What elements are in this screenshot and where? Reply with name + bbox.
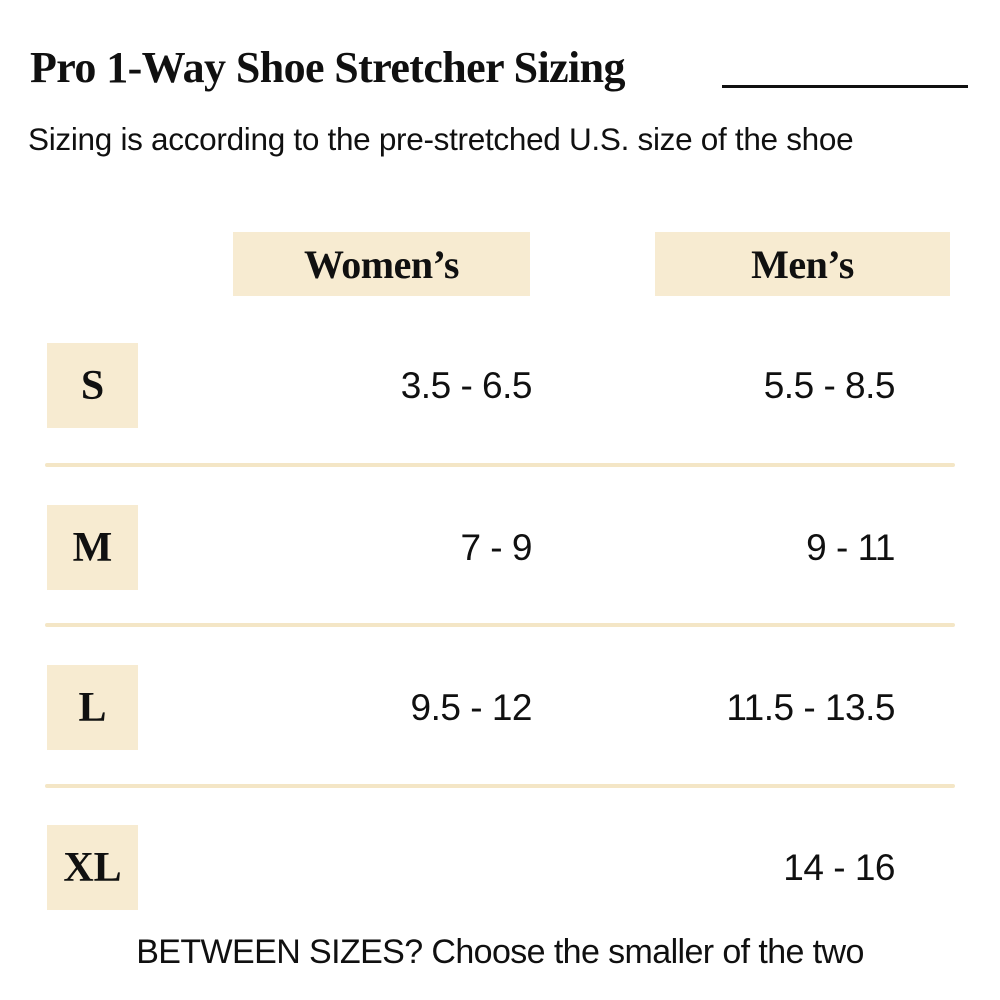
- mens-range-xl: 14 - 16: [783, 846, 895, 888]
- page-subtitle: Sizing is according to the pre-stretched…: [28, 121, 854, 157]
- page-title: Pro 1-Way Shoe Stretcher Sizing: [30, 43, 626, 92]
- womens-range-l: 9.5 - 12: [410, 686, 533, 728]
- row-divider: [45, 784, 955, 788]
- womens-range-s: 3.5 - 6.5: [400, 364, 533, 406]
- title-rule: [722, 85, 968, 88]
- womens-range-m: 7 - 9: [460, 526, 532, 568]
- table-row-s: S 3.5 - 6.5 5.5 - 8.5: [0, 343, 1000, 428]
- size-label-s: S: [47, 343, 138, 428]
- mens-range-s: 5.5 - 8.5: [763, 364, 896, 406]
- size-label-l: L: [47, 665, 138, 750]
- row-divider: [45, 463, 955, 467]
- mens-range-m: 9 - 11: [806, 526, 895, 568]
- table-row-l: L 9.5 - 12 11.5 - 13.5: [0, 665, 1000, 750]
- footer-note: BETWEEN SIZES? Choose the smaller of the…: [136, 933, 864, 971]
- table-row-xl: XL 14 - 16: [0, 825, 1000, 910]
- column-header-mens: Men’s: [655, 232, 950, 296]
- column-header-womens: Women’s: [233, 232, 530, 296]
- size-label-xl: XL: [47, 825, 138, 910]
- mens-range-l: 11.5 - 13.5: [726, 686, 895, 728]
- size-label-m: M: [47, 505, 138, 590]
- table-row-m: M 7 - 9 9 - 11: [0, 505, 1000, 590]
- row-divider: [45, 623, 955, 627]
